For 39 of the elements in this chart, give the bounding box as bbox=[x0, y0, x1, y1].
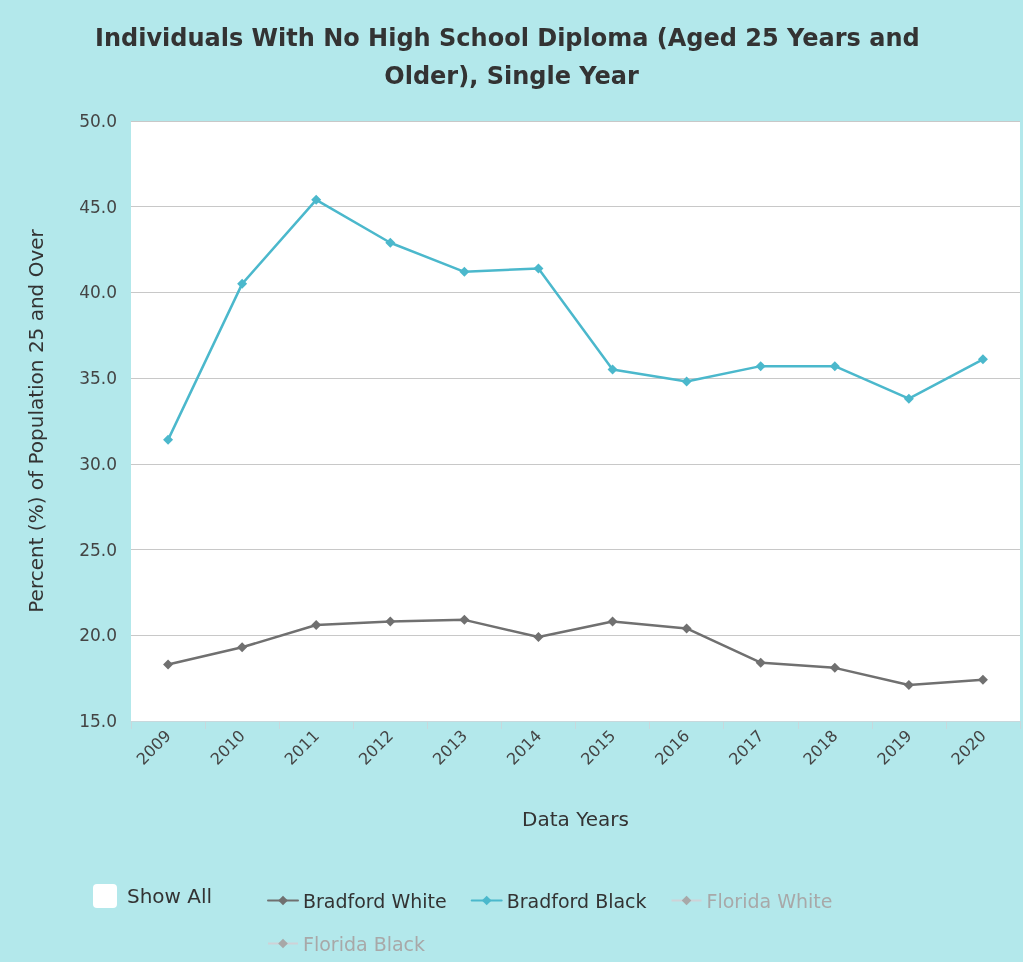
point bbox=[755, 361, 766, 372]
point bbox=[977, 354, 988, 365]
point bbox=[459, 266, 470, 277]
point bbox=[533, 263, 544, 274]
y-tick-label: 30.0 bbox=[79, 453, 117, 474]
point bbox=[607, 616, 618, 627]
y-tick-label: 50.0 bbox=[79, 111, 117, 131]
x-axis-title: Data Years bbox=[522, 807, 629, 831]
point bbox=[829, 662, 840, 673]
point bbox=[829, 361, 840, 372]
text: Show All bbox=[127, 884, 213, 908]
point bbox=[681, 623, 692, 634]
y-tick-label: 25.0 bbox=[79, 539, 117, 560]
y-axis-title: Percent (%) of Population 25 and Over bbox=[24, 228, 48, 613]
point bbox=[977, 674, 988, 685]
point bbox=[459, 614, 470, 625]
point bbox=[311, 194, 322, 205]
legend-label: Bradford Black bbox=[506, 889, 647, 912]
legend-label: Bradford White bbox=[303, 889, 447, 912]
legend-label: Florida Black bbox=[303, 932, 426, 955]
point bbox=[163, 434, 174, 445]
y-tick-label: 45.0 bbox=[79, 196, 117, 217]
point bbox=[755, 657, 766, 668]
point bbox=[237, 642, 248, 653]
point bbox=[385, 237, 396, 248]
point bbox=[385, 616, 396, 627]
point bbox=[681, 376, 692, 387]
y-tick-label: 20.0 bbox=[79, 625, 117, 646]
point bbox=[903, 393, 914, 404]
point bbox=[533, 632, 544, 642]
point bbox=[903, 680, 914, 690]
point bbox=[163, 659, 174, 670]
point bbox=[607, 364, 618, 375]
point bbox=[237, 278, 248, 289]
y-tick-label: 35.0 bbox=[79, 368, 117, 389]
chart-title: Individuals With No High School Diploma (Aged 25 Years and Older), Single Year bbox=[94, 24, 929, 90]
y-tick-label: 15.0 bbox=[79, 711, 117, 731]
y-tick-label: 40.0 bbox=[79, 282, 117, 303]
legend-label: Florida White bbox=[706, 889, 833, 912]
